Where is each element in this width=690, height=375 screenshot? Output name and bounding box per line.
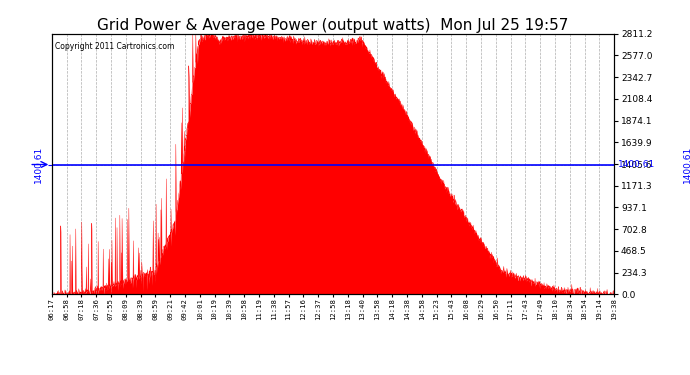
Text: Copyright 2011 Cartronics.com: Copyright 2011 Cartronics.com [55, 42, 174, 51]
Y-axis label: 1400.61: 1400.61 [683, 146, 690, 183]
Text: 1400.61: 1400.61 [618, 160, 656, 169]
Title: Grid Power & Average Power (output watts)  Mon Jul 25 19:57: Grid Power & Average Power (output watts… [97, 18, 569, 33]
